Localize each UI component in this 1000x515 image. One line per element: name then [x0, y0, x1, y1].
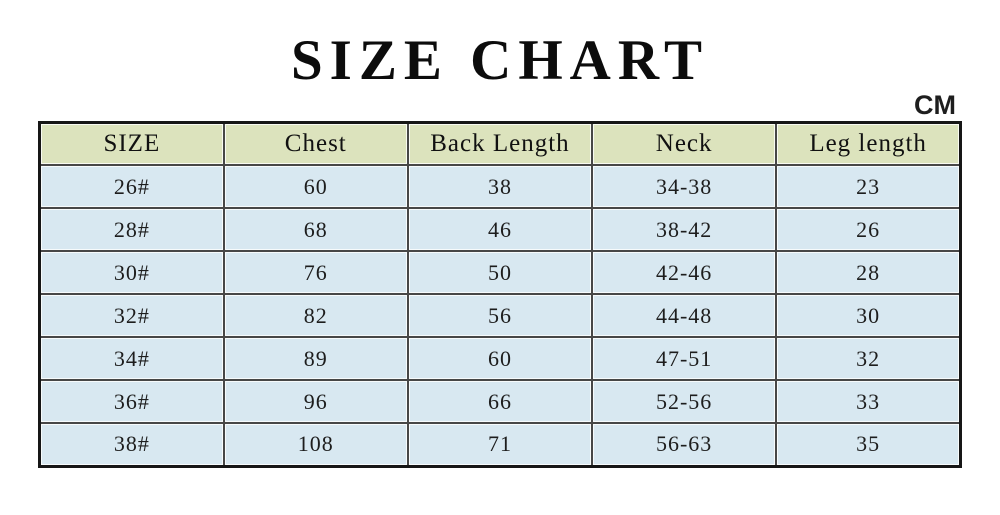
table-cell: 52-56 — [591, 379, 778, 425]
unit-label: CM — [914, 89, 956, 120]
table-cell: 56-63 — [591, 422, 778, 468]
table-cell: 30 — [775, 293, 962, 339]
table-cell: 108 — [222, 422, 409, 468]
table-cell: 35 — [775, 422, 962, 468]
header-row: SIZE Chest Back Length Neck Leg length — [38, 121, 962, 167]
column-header-leg-length: Leg length — [775, 121, 962, 167]
unit-row: CM — [0, 89, 962, 121]
table-cell: 34-38 — [591, 164, 778, 210]
table-cell: 32# — [38, 293, 225, 339]
table-cell: 56 — [406, 293, 594, 339]
table-cell: 32 — [775, 336, 962, 382]
table-cell: 38# — [38, 422, 225, 468]
table-row: 38# 108 71 56-63 35 — [38, 422, 962, 468]
table-cell: 60 — [222, 164, 409, 210]
table-cell: 23 — [775, 164, 962, 210]
table-cell: 71 — [406, 422, 594, 468]
table-cell: 76 — [222, 250, 409, 296]
table-cell: 28# — [38, 207, 225, 253]
table-cell: 60 — [406, 336, 594, 382]
table-cell: 46 — [406, 207, 594, 253]
table-cell: 42-46 — [591, 250, 778, 296]
table-cell: 89 — [222, 336, 409, 382]
table-cell: 44-48 — [591, 293, 778, 339]
table-row: 32# 82 56 44-48 30 — [38, 293, 962, 339]
table-row: 28# 68 46 38-42 26 — [38, 207, 962, 253]
column-header-back-length: Back Length — [406, 121, 594, 167]
table-cell: 30# — [38, 250, 225, 296]
table-cell: 66 — [406, 379, 594, 425]
column-header-size: SIZE — [38, 121, 225, 167]
table-cell: 26# — [38, 164, 225, 210]
size-table: SIZE Chest Back Length Neck Leg length 2… — [38, 120, 962, 468]
table-cell: 28 — [775, 250, 962, 296]
table-cell: 34# — [38, 336, 225, 382]
table-cell: 47-51 — [591, 336, 778, 382]
table-row: 36# 96 66 52-56 33 — [38, 379, 962, 425]
table-row: 26# 60 38 34-38 23 — [38, 164, 962, 210]
table-cell: 50 — [406, 250, 594, 296]
table-cell: 68 — [222, 207, 409, 253]
page-title: SIZE CHART — [290, 29, 709, 92]
column-header-chest: Chest — [222, 121, 409, 167]
table-cell: 38-42 — [591, 207, 778, 253]
table-row: 34# 89 60 47-51 32 — [38, 336, 962, 382]
table-cell: 96 — [222, 379, 409, 425]
table-cell: 82 — [222, 293, 409, 339]
table-row: 30# 76 50 42-46 28 — [38, 250, 962, 296]
table-cell: 38 — [406, 164, 594, 210]
table-cell: 36# — [38, 379, 225, 425]
table-cell: 26 — [775, 207, 962, 253]
column-header-neck: Neck — [591, 121, 778, 167]
table-cell: 33 — [775, 379, 962, 425]
